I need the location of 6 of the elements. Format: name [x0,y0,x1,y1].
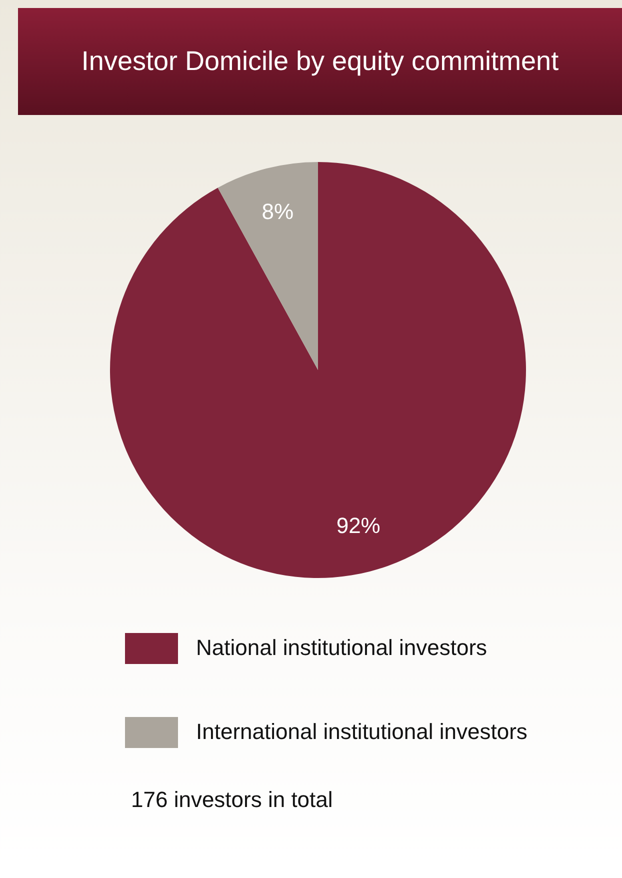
data-label: 92% [336,513,380,538]
legend-label: International institutional investors [196,719,528,745]
legend-label: National institutional investors [196,635,488,661]
chart-title: Investor Domicile by equity commitment [81,46,559,77]
data-label: 8% [262,198,294,224]
text: 176 investors in total [131,787,333,813]
